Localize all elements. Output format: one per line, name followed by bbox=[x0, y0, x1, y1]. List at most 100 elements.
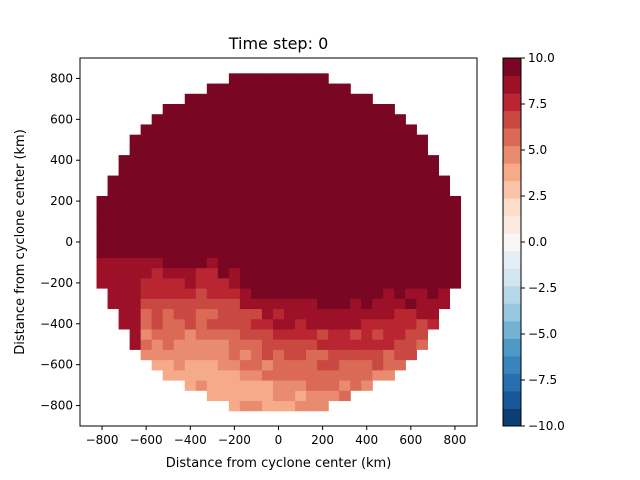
heatmap-cell bbox=[217, 277, 230, 289]
heatmap-cell bbox=[129, 206, 142, 218]
heatmap-cell bbox=[140, 277, 153, 289]
heatmap-cell bbox=[350, 226, 362, 238]
heatmap-cell bbox=[361, 380, 373, 391]
heatmap-cell bbox=[129, 308, 142, 320]
heatmap-cell bbox=[383, 277, 395, 289]
heatmap-cell bbox=[272, 349, 285, 361]
heatmap-cell bbox=[328, 277, 340, 289]
colorbar-segment bbox=[503, 285, 521, 304]
heatmap-cell bbox=[250, 308, 263, 320]
heatmap-cell bbox=[394, 267, 406, 279]
heatmap-cell bbox=[261, 349, 274, 361]
heatmap-cell bbox=[328, 196, 340, 207]
heatmap-cell bbox=[151, 124, 164, 136]
heatmap-cell bbox=[372, 288, 384, 299]
heatmap-cell bbox=[261, 196, 274, 207]
heatmap-cell bbox=[295, 390, 307, 402]
heatmap-cell bbox=[107, 216, 120, 228]
heatmap-cell bbox=[140, 155, 153, 166]
heatmap-cell bbox=[317, 144, 329, 156]
heatmap-cell bbox=[272, 216, 285, 228]
heatmap-cell bbox=[284, 236, 296, 248]
heatmap-cell bbox=[206, 93, 219, 105]
heatmap-cell bbox=[372, 267, 384, 279]
heatmap-cell bbox=[206, 206, 219, 218]
heatmap-cell bbox=[416, 247, 428, 258]
heatmap-cell bbox=[250, 390, 263, 402]
heatmap-cell bbox=[317, 318, 329, 330]
x-tick-label: 600 bbox=[399, 433, 422, 447]
heatmap-cell bbox=[173, 318, 186, 330]
heatmap-cell bbox=[317, 400, 329, 412]
heatmap-cell bbox=[195, 318, 208, 330]
heatmap-cell bbox=[383, 114, 395, 126]
heatmap-cell bbox=[151, 236, 164, 248]
heatmap-cell bbox=[228, 369, 241, 381]
heatmap-cell bbox=[361, 369, 373, 381]
heatmap-cell bbox=[284, 390, 296, 402]
y-tick-label: 600 bbox=[50, 112, 73, 126]
heatmap-cell bbox=[140, 216, 153, 228]
heatmap-cell bbox=[272, 206, 285, 218]
heatmap-cell bbox=[206, 318, 219, 330]
heatmap-cell bbox=[405, 196, 417, 207]
heatmap-cell bbox=[350, 339, 362, 350]
heatmap-cell bbox=[394, 134, 406, 146]
heatmap-cell bbox=[438, 267, 451, 279]
heatmap-cell bbox=[383, 339, 395, 350]
heatmap-cell bbox=[206, 165, 219, 177]
heatmap-cell bbox=[350, 134, 362, 146]
heatmap-cell bbox=[239, 400, 252, 412]
heatmap-cell bbox=[151, 267, 164, 279]
heatmap-cell bbox=[151, 165, 164, 177]
heatmap-cell bbox=[217, 93, 230, 105]
colorbar-tick-label: −2.5 bbox=[528, 281, 557, 295]
heatmap-cell bbox=[438, 298, 451, 310]
heatmap-cell bbox=[129, 175, 142, 187]
heatmap-cell bbox=[383, 247, 395, 258]
heatmap-cell bbox=[250, 328, 263, 340]
heatmap-cell bbox=[228, 144, 241, 156]
heatmap-cell bbox=[228, 206, 241, 218]
heatmap-cell bbox=[339, 247, 351, 258]
heatmap-cell bbox=[372, 124, 384, 136]
heatmap-cell bbox=[162, 155, 175, 166]
colorbar-ticks: −10.0 −7.5 −5.0 −2.5 0.0 2.5 5.0 7.5 10.0 bbox=[521, 51, 565, 433]
heatmap-cell bbox=[151, 155, 164, 166]
heatmap-cell bbox=[228, 175, 241, 187]
colorbar-segment bbox=[503, 233, 521, 252]
heatmap-cell bbox=[250, 288, 263, 299]
colorbar-tick-label: 5.0 bbox=[528, 143, 547, 157]
heatmap-cell bbox=[162, 277, 175, 289]
colorbar-segment bbox=[503, 110, 521, 129]
heatmap-cell bbox=[328, 349, 340, 361]
heatmap-cell bbox=[184, 134, 197, 146]
heatmap-cell bbox=[372, 206, 384, 218]
heatmap-cell bbox=[350, 288, 362, 299]
heatmap-cell bbox=[361, 155, 373, 166]
heatmap-cell bbox=[372, 298, 384, 310]
heatmap-cell bbox=[405, 267, 417, 279]
heatmap-cell bbox=[217, 216, 230, 228]
heatmap-cell bbox=[184, 277, 197, 289]
heatmap-cell bbox=[206, 144, 219, 156]
heatmap-cell bbox=[317, 185, 329, 197]
heatmap-cell bbox=[107, 175, 120, 187]
heatmap-cell bbox=[228, 359, 241, 371]
heatmap-cell bbox=[195, 369, 208, 381]
heatmap-cell bbox=[206, 339, 219, 350]
heatmap-cell bbox=[295, 277, 307, 289]
heatmap-cell bbox=[261, 236, 274, 248]
heatmap-cell bbox=[306, 339, 318, 350]
heatmap-cell bbox=[361, 247, 373, 258]
heatmap-cell bbox=[206, 349, 219, 361]
heatmap-cell bbox=[195, 308, 208, 320]
heatmap-cell bbox=[272, 226, 285, 238]
heatmap-cell bbox=[306, 247, 318, 258]
heatmap-cell bbox=[361, 206, 373, 218]
heatmap-cell bbox=[184, 359, 197, 371]
heatmap-cell bbox=[228, 298, 241, 310]
heatmap-cell bbox=[284, 380, 296, 391]
heatmap-cell bbox=[239, 308, 252, 320]
colorbar-segment bbox=[503, 58, 521, 77]
